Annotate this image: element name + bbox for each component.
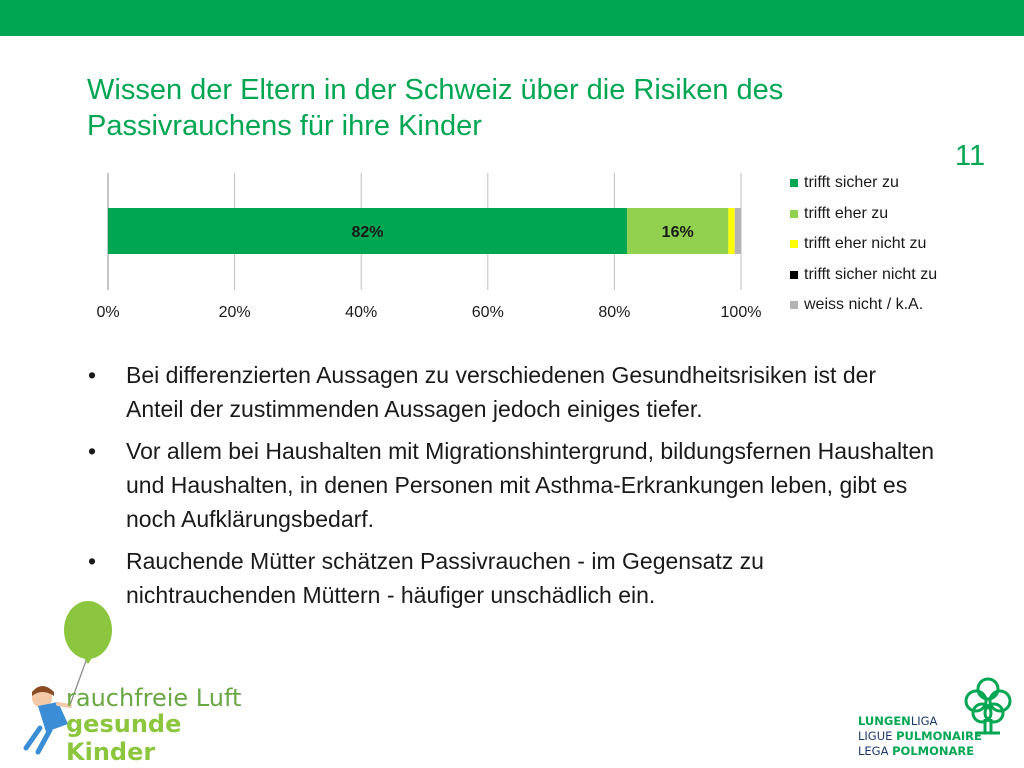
bar-segment [108, 208, 628, 254]
logo-line-de: LUNGENLIGA [858, 714, 938, 728]
legend-label: trifft eher nicht zu [804, 235, 927, 253]
lungenliga-logo: LUNGENLIGA LIGUE PULMONAIRE LEGA POLMONA… [858, 675, 1018, 765]
legend-item: weiss nicht / k.A. [790, 290, 937, 321]
top-banner [0, 0, 1024, 36]
logo-line-2: gesunde Kinder [66, 710, 182, 766]
page-number: 11 [955, 140, 986, 172]
stacked-bar-chart: 0% 20% 40% 60% 80% 100% 82% 16% [96, 173, 762, 321]
bullet-list: Bei differenzierten Aussagen zu verschie… [88, 358, 938, 620]
legend-swatch [790, 179, 798, 188]
legend-label: trifft eher zu [804, 204, 889, 222]
x-tick-label: 80% [598, 304, 630, 321]
x-tick-label: 0% [96, 304, 119, 321]
x-tick-label: 60% [472, 304, 504, 321]
legend-label: trifft sicher zu [804, 174, 899, 192]
legend-swatch [790, 301, 798, 310]
slide-title: Wissen der Eltern in der Schweiz über di… [87, 74, 784, 142]
x-tick-label: 100% [721, 304, 762, 321]
chart-legend: trifft sicher zu trifft eher zu trifft ehe… [790, 168, 937, 321]
bullet-item: Rauchende Mütter schätzen Passivrauchen … [88, 544, 938, 612]
legend-swatch [790, 240, 798, 249]
bullet-item: Bei differenzierten Aussagen zu verschie… [88, 358, 938, 426]
bullet-item: Vor allem bei Haushalten mit Migrationsh… [88, 434, 938, 536]
legend-swatch [790, 209, 798, 218]
logo-line-it: LEGA POLMONARE [858, 744, 975, 758]
rauchfreie-luft-logo: rauchfreie Luft gesunde Kinder [10, 600, 260, 766]
logo-line-1: rauchfreie Luft [66, 684, 242, 712]
data-label: 16% [662, 224, 694, 241]
legend-item: trifft sicher zu [790, 168, 937, 199]
bar-segment [728, 208, 735, 254]
legend-item: trifft eher zu [790, 199, 937, 230]
x-tick-label: 20% [219, 304, 251, 321]
legend-swatch [790, 270, 798, 279]
legend-label: weiss nicht / k.A. [804, 296, 924, 314]
data-label: 82% [352, 224, 384, 241]
legend-label: trifft sicher nicht zu [804, 265, 938, 283]
bar-segment [627, 208, 729, 254]
x-tick-label: 40% [345, 304, 377, 321]
tree-icon [964, 677, 1012, 735]
legend-item: trifft sicher nicht zu [790, 260, 937, 291]
legend-item: trifft eher nicht zu [790, 229, 937, 260]
bar-segment [734, 208, 741, 254]
logo-line-fr: LIGUE PULMONAIRE [858, 729, 982, 743]
balloon-child-icon [23, 601, 112, 755]
